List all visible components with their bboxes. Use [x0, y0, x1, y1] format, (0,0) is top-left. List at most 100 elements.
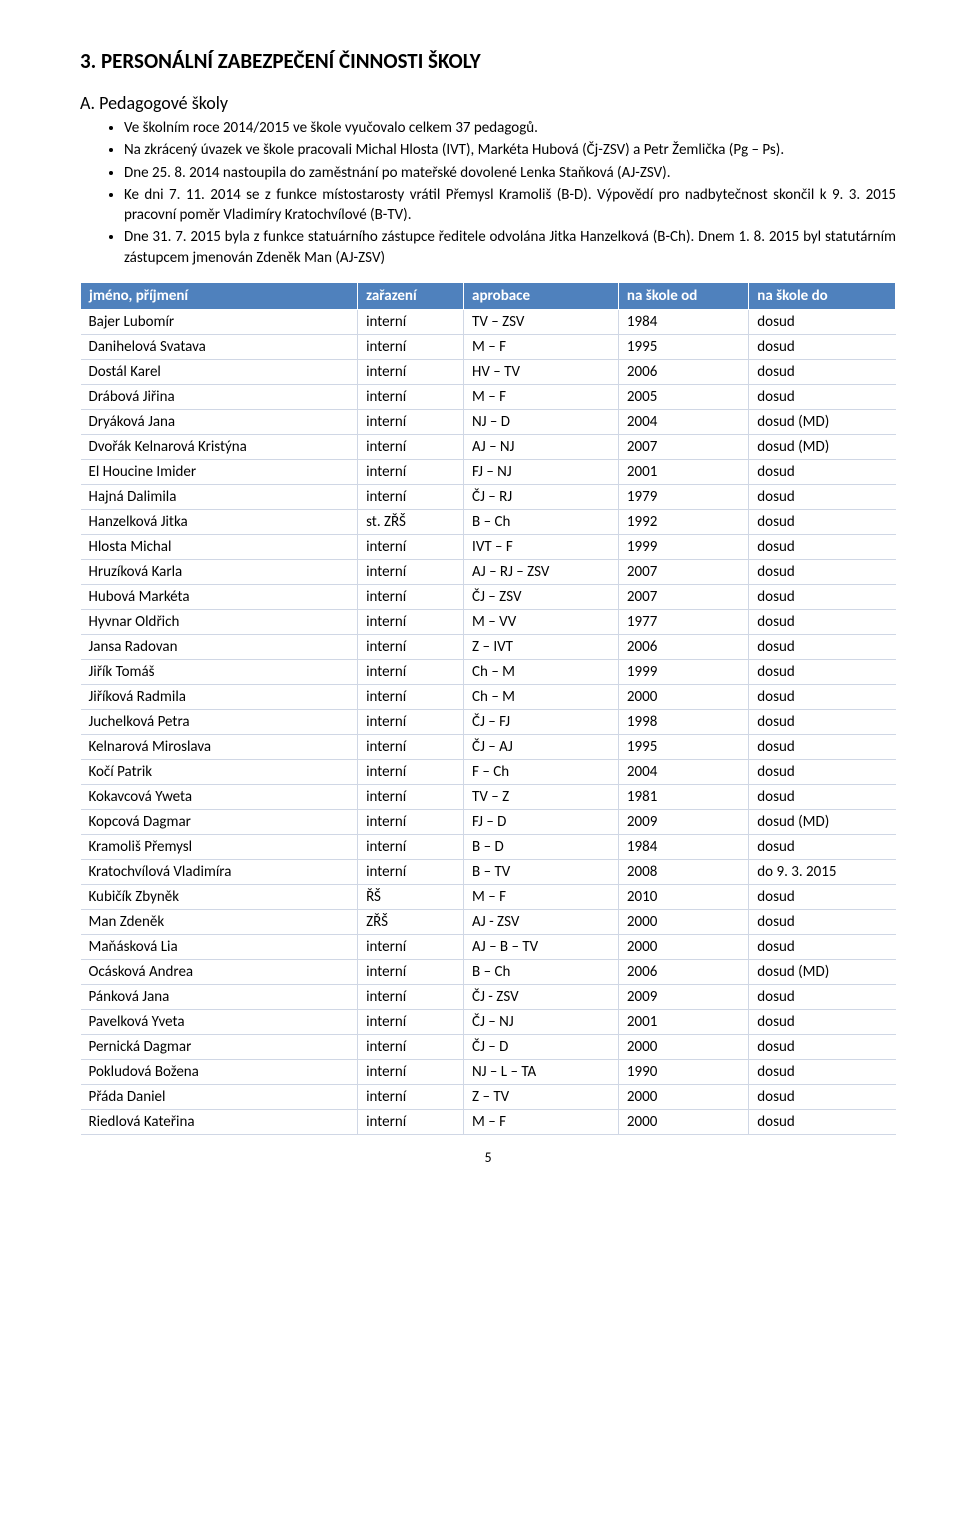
list-item: Dne 25. 8. 2014 nastoupila do zaměstnání… — [124, 163, 896, 183]
table-cell: interní — [358, 1084, 464, 1109]
table-cell: 1999 — [618, 534, 748, 559]
table-row: Kokavcová YwetainterníTV – Z1981dosud — [81, 784, 896, 809]
table-cell: interní — [358, 384, 464, 409]
table-cell: dosud — [749, 909, 896, 934]
table-cell: B – Ch — [464, 509, 619, 534]
table-cell: Dvořák Kelnarová Kristýna — [81, 434, 358, 459]
table-cell: ČJ – ZSV — [464, 584, 619, 609]
table-cell: Bajer Lubomír — [81, 309, 358, 334]
table-cell: Juchelková Petra — [81, 709, 358, 734]
table-cell: dosud — [749, 1084, 896, 1109]
table-cell: TV – ZSV — [464, 309, 619, 334]
table-cell: Pavelková Yveta — [81, 1009, 358, 1034]
table-cell: ČJ – RJ — [464, 484, 619, 509]
table-cell: Kramoliš Přemysl — [81, 834, 358, 859]
table-cell: Jiřík Tomáš — [81, 659, 358, 684]
table-cell: 1981 — [618, 784, 748, 809]
table-cell: dosud (MD) — [749, 809, 896, 834]
table-cell: Hubová Markéta — [81, 584, 358, 609]
table-cell: interní — [358, 959, 464, 984]
table-cell: Dryáková Jana — [81, 409, 358, 434]
table-cell: 2000 — [618, 1084, 748, 1109]
page-number: 5 — [80, 1149, 896, 1166]
table-row: Hruzíková KarlainterníAJ – RJ – ZSV2007d… — [81, 559, 896, 584]
table-row: Hanzelková Jitkast. ZŘŠB – Ch1992dosud — [81, 509, 896, 534]
table-cell: dosud — [749, 309, 896, 334]
table-cell: Jansa Radovan — [81, 634, 358, 659]
th-aprobace: aprobace — [464, 282, 619, 309]
table-cell: 2009 — [618, 809, 748, 834]
table-cell: ČJ – FJ — [464, 709, 619, 734]
table-cell: FJ – D — [464, 809, 619, 834]
table-cell: do 9. 3. 2015 — [749, 859, 896, 884]
table-cell: interní — [358, 1009, 464, 1034]
table-cell: interní — [358, 459, 464, 484]
table-cell: ČJ – NJ — [464, 1009, 619, 1034]
table-row: Ocásková AndreainterníB – Ch2006dosud (M… — [81, 959, 896, 984]
table-cell: dosud — [749, 634, 896, 659]
table-cell: Kočí Patrik — [81, 759, 358, 784]
table-row: El Houcine ImiderinterníFJ – NJ2001dosud — [81, 459, 896, 484]
table-cell: AJ - ZSV — [464, 909, 619, 934]
staff-table: jméno, příjmení zařazení aprobace na ško… — [80, 282, 896, 1135]
table-row: Pernická DagmarinterníČJ – D2000dosud — [81, 1034, 896, 1059]
table-cell: interní — [358, 709, 464, 734]
section-heading: 3. PERSONÁLNÍ ZABEZPEČENÍ ČINNOSTI ŠKOLY — [80, 48, 896, 74]
table-cell: Z – TV — [464, 1084, 619, 1109]
th-od: na škole od — [618, 282, 748, 309]
bullet-list: Ve školním roce 2014/2015 ve škole vyučo… — [80, 118, 896, 268]
table-cell: ŘŠ — [358, 884, 464, 909]
table-row: Danihelová SvatavainterníM – F1995dosud — [81, 334, 896, 359]
table-cell: Pánková Jana — [81, 984, 358, 1009]
list-item: Ke dni 7. 11. 2014 se z funkce místostar… — [124, 185, 896, 226]
table-row: Kopcová DagmarinterníFJ – D2009dosud (MD… — [81, 809, 896, 834]
subsection-heading: A. Pedagogové školy — [80, 92, 896, 114]
table-cell: 2004 — [618, 759, 748, 784]
table-row: Juchelková PetrainterníČJ – FJ1998dosud — [81, 709, 896, 734]
table-cell: 2006 — [618, 359, 748, 384]
table-cell: dosud — [749, 734, 896, 759]
table-row: Maňásková LiainterníAJ – B – TV2000dosud — [81, 934, 896, 959]
table-cell: 1995 — [618, 334, 748, 359]
table-cell: AJ – B – TV — [464, 934, 619, 959]
table-cell: Hanzelková Jitka — [81, 509, 358, 534]
table-row: Jiřík TomášinterníCh – M1999dosud — [81, 659, 896, 684]
table-cell: dosud — [749, 784, 896, 809]
table-cell: dosud — [749, 559, 896, 584]
table-cell: M – F — [464, 334, 619, 359]
table-cell: interní — [358, 934, 464, 959]
table-cell: interní — [358, 784, 464, 809]
table-row: Bajer LubomírinterníTV – ZSV1984dosud — [81, 309, 896, 334]
table-cell: Kubičík Zbyněk — [81, 884, 358, 909]
table-cell: Danihelová Svatava — [81, 334, 358, 359]
table-cell: interní — [358, 484, 464, 509]
table-cell: dosud — [749, 509, 896, 534]
table-cell: 2000 — [618, 1034, 748, 1059]
table-cell: interní — [358, 334, 464, 359]
table-cell: 1999 — [618, 659, 748, 684]
table-cell: interní — [358, 1059, 464, 1084]
table-cell: interní — [358, 1109, 464, 1134]
table-cell: Dostál Karel — [81, 359, 358, 384]
table-cell: 2006 — [618, 634, 748, 659]
table-cell: NJ – D — [464, 409, 619, 434]
table-row: Riedlová KateřinainterníM – F2000dosud — [81, 1109, 896, 1134]
table-cell: M – F — [464, 384, 619, 409]
table-cell: Z – IVT — [464, 634, 619, 659]
table-row: Pánková JanainterníČJ - ZSV2009dosud — [81, 984, 896, 1009]
table-row: Kubičík ZbyněkŘŠM – F2010dosud — [81, 884, 896, 909]
table-cell: FJ – NJ — [464, 459, 619, 484]
table-cell: 1979 — [618, 484, 748, 509]
table-cell: ČJ - ZSV — [464, 984, 619, 1009]
table-cell: dosud — [749, 984, 896, 1009]
table-row: Hajná DalimilainterníČJ – RJ1979dosud — [81, 484, 896, 509]
table-cell: dosud — [749, 884, 896, 909]
table-cell: M – F — [464, 1109, 619, 1134]
table-cell: interní — [358, 609, 464, 634]
table-cell: st. ZŘŠ — [358, 509, 464, 534]
table-cell: dosud (MD) — [749, 434, 896, 459]
table-cell: 2005 — [618, 384, 748, 409]
table-cell: Hlosta Michal — [81, 534, 358, 559]
table-cell: interní — [358, 659, 464, 684]
table-header-row: jméno, příjmení zařazení aprobace na ško… — [81, 282, 896, 309]
